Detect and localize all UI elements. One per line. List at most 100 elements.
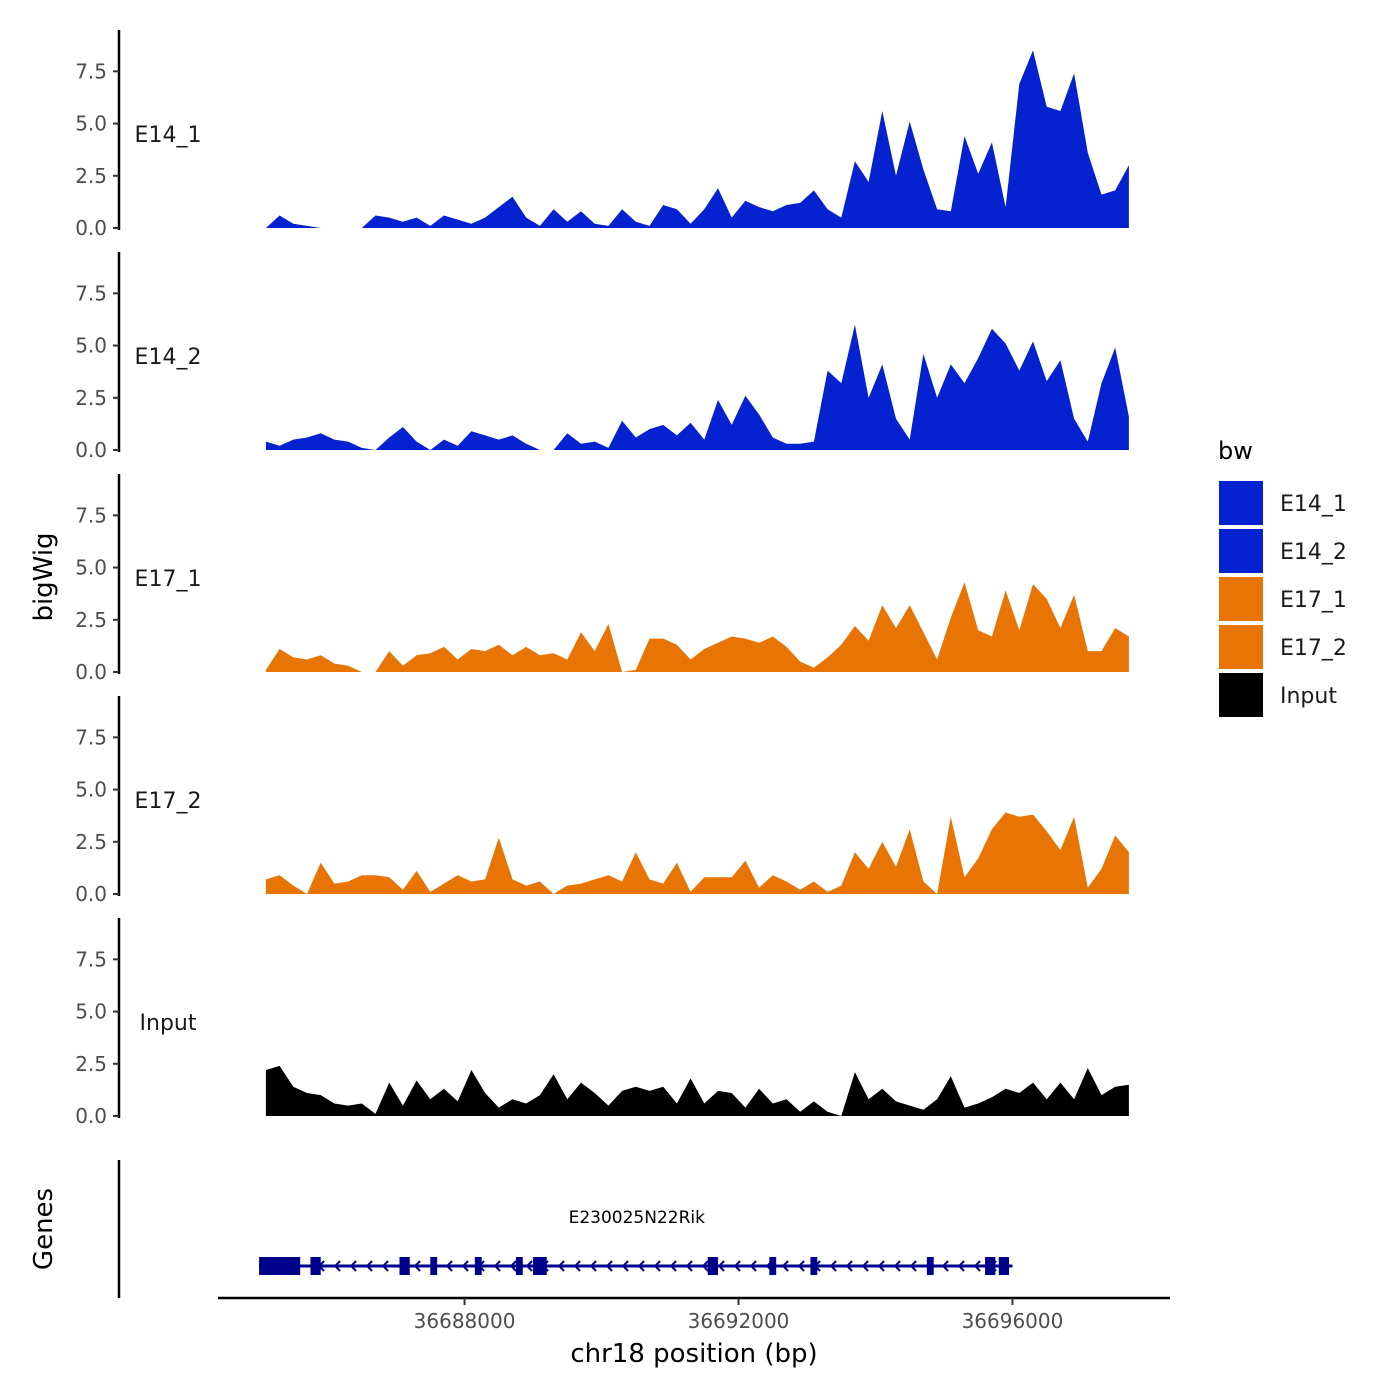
y-tick-label: 5.0 bbox=[75, 778, 107, 802]
strand-arrow bbox=[509, 1260, 517, 1272]
strand-arrow bbox=[573, 1260, 581, 1272]
strand-arrow bbox=[877, 1260, 885, 1272]
strand-arrow bbox=[525, 1260, 533, 1272]
exon bbox=[926, 1257, 934, 1275]
strand-arrow bbox=[381, 1260, 389, 1272]
gene-track: E230025N22Rik bbox=[117, 1160, 1013, 1298]
strand-arrow bbox=[893, 1260, 901, 1272]
coverage-area-e17_1 bbox=[265, 582, 1129, 672]
track-label: E14_1 bbox=[135, 123, 202, 148]
strand-arrow bbox=[669, 1260, 677, 1272]
strand-arrow bbox=[493, 1260, 501, 1272]
coverage-tracks: 0.0 2.5 5.0 7.5 E14_1 0.0 2.5 5.0 7.5 E14_2 0.0 2.5… bbox=[75, 30, 1129, 1128]
y-tick-label: 5.0 bbox=[75, 556, 107, 580]
legend-title: bw bbox=[1218, 437, 1253, 465]
y-tick-label: 0.0 bbox=[75, 438, 107, 462]
exon bbox=[707, 1257, 718, 1275]
strand-arrow bbox=[589, 1260, 597, 1272]
track-label: E17_2 bbox=[135, 789, 202, 814]
track-panel-input: 0.0 2.5 5.0 7.5 Input bbox=[75, 918, 1129, 1128]
legend-label: E14_1 bbox=[1280, 492, 1347, 517]
legend-label: E14_2 bbox=[1280, 540, 1347, 565]
strand-arrow bbox=[733, 1260, 741, 1272]
legend-label: Input bbox=[1280, 684, 1337, 709]
strand-arrow bbox=[333, 1260, 341, 1272]
exon bbox=[769, 1257, 777, 1275]
strand-arrow bbox=[461, 1260, 469, 1272]
exon bbox=[810, 1257, 818, 1275]
exon bbox=[985, 1257, 996, 1275]
legend-swatch-e14_1 bbox=[1217, 479, 1265, 527]
exon bbox=[998, 1257, 1010, 1275]
x-tick-label: 36696000 bbox=[962, 1309, 1064, 1333]
strand-arrow bbox=[861, 1260, 869, 1272]
strand-arrow bbox=[749, 1260, 757, 1272]
y-tick-label: 2.5 bbox=[75, 608, 107, 632]
track-label: E17_1 bbox=[135, 567, 202, 592]
strand-arrow bbox=[621, 1260, 629, 1272]
y-tick-label: 2.5 bbox=[75, 386, 107, 410]
track-panel-e17_1: 0.0 2.5 5.0 7.5 E17_1 bbox=[75, 474, 1129, 684]
x-tick-label: 36688000 bbox=[414, 1309, 516, 1333]
track-label: Input bbox=[140, 1011, 197, 1036]
coverage-area-input bbox=[265, 1065, 1129, 1116]
y-tick-label: 7.5 bbox=[75, 59, 107, 83]
strand-arrow bbox=[685, 1260, 693, 1272]
gene-e230025n22rik: E230025N22Rik bbox=[259, 1208, 1013, 1275]
y-tick-label: 2.5 bbox=[75, 164, 107, 188]
coverage-area-e14_2 bbox=[265, 324, 1129, 450]
track-panel-e17_2: 0.0 2.5 5.0 7.5 E17_2 bbox=[75, 696, 1129, 906]
y-axis-title: bigWig bbox=[29, 532, 59, 621]
y-tick-label: 5.0 bbox=[75, 112, 107, 136]
strand-arrow bbox=[829, 1260, 837, 1272]
exon bbox=[474, 1257, 482, 1275]
exon bbox=[533, 1257, 547, 1275]
legend-label: E17_1 bbox=[1280, 588, 1347, 613]
exon bbox=[259, 1257, 301, 1275]
x-axis: 36688000 36692000 36696000 bbox=[218, 1296, 1170, 1333]
strand-arrow bbox=[653, 1260, 661, 1272]
x-axis-title: chr18 position (bp) bbox=[570, 1339, 817, 1369]
strand-arrow bbox=[349, 1260, 357, 1272]
y-tick-label: 2.5 bbox=[75, 830, 107, 854]
genes-axis-title: Genes bbox=[29, 1188, 59, 1270]
y-tick-label: 0.0 bbox=[75, 882, 107, 906]
legend-swatch-e14_2 bbox=[1217, 527, 1265, 575]
strand-arrow bbox=[717, 1260, 725, 1272]
coverage-area-e17_2 bbox=[265, 812, 1129, 894]
legend-swatch-e17_1 bbox=[1217, 575, 1265, 623]
exon bbox=[515, 1257, 523, 1275]
strand-arrow bbox=[973, 1260, 981, 1272]
y-tick-label: 5.0 bbox=[75, 1000, 107, 1024]
legend-swatch-input bbox=[1217, 671, 1265, 719]
y-tick-label: 7.5 bbox=[75, 947, 107, 971]
legend-swatch-e17_2 bbox=[1217, 623, 1265, 671]
exon bbox=[310, 1257, 321, 1275]
gene-label: E230025N22Rik bbox=[569, 1208, 706, 1228]
exon bbox=[430, 1257, 438, 1275]
coverage-area-e14_1 bbox=[265, 50, 1129, 229]
strand-arrow bbox=[605, 1260, 613, 1272]
y-tick-label: 0.0 bbox=[75, 660, 107, 684]
y-tick-label: 2.5 bbox=[75, 1052, 107, 1076]
strand-arrow bbox=[413, 1260, 421, 1272]
legend: bw E14_1 E14_2 E17_1 E17_2 Input bbox=[1217, 437, 1347, 719]
y-tick-label: 7.5 bbox=[75, 503, 107, 527]
strand-arrow bbox=[557, 1260, 565, 1272]
strand-arrow bbox=[701, 1260, 709, 1272]
y-tick-label: 7.5 bbox=[75, 725, 107, 749]
strand-arrow bbox=[445, 1260, 453, 1272]
strand-arrow bbox=[365, 1260, 373, 1272]
y-tick-label: 7.5 bbox=[75, 281, 107, 305]
exon bbox=[399, 1257, 410, 1275]
y-tick-label: 0.0 bbox=[75, 1104, 107, 1128]
track-panel-e14_2: 0.0 2.5 5.0 7.5 E14_2 bbox=[75, 252, 1129, 462]
y-tick-label: 0.0 bbox=[75, 216, 107, 240]
strand-arrow bbox=[909, 1260, 917, 1272]
strand-arrow bbox=[941, 1260, 949, 1272]
y-tick-label: 5.0 bbox=[75, 334, 107, 358]
track-panel-e14_1: 0.0 2.5 5.0 7.5 E14_1 bbox=[75, 30, 1129, 240]
legend-label: E17_2 bbox=[1280, 636, 1347, 661]
strand-arrow bbox=[845, 1260, 853, 1272]
strand-arrow bbox=[957, 1260, 965, 1272]
